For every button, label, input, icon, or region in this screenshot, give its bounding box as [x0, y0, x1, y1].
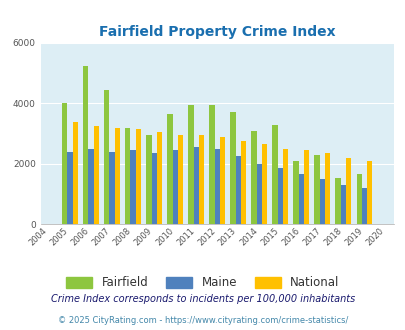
Bar	[193, 147, 198, 224]
Bar	[67, 152, 72, 224]
Bar	[324, 153, 329, 224]
Bar	[235, 156, 240, 224]
Bar	[151, 153, 156, 224]
Bar	[146, 135, 151, 224]
Title: Fairfield Property Crime Index: Fairfield Property Crime Index	[99, 25, 335, 39]
Legend: Fairfield, Maine, National: Fairfield, Maine, National	[62, 272, 343, 294]
Bar	[282, 149, 288, 224]
Bar	[314, 155, 319, 224]
Bar	[167, 114, 172, 224]
Bar	[104, 90, 109, 224]
Bar	[298, 175, 303, 224]
Bar	[188, 105, 193, 224]
Bar	[135, 129, 141, 224]
Bar	[72, 121, 78, 224]
Bar	[335, 178, 340, 224]
Bar	[230, 113, 235, 224]
Bar	[293, 161, 298, 224]
Bar	[345, 158, 350, 224]
Bar	[219, 137, 224, 224]
Bar	[209, 105, 214, 224]
Bar	[125, 128, 130, 224]
Bar	[319, 179, 324, 224]
Bar	[361, 188, 366, 224]
Bar	[94, 126, 99, 224]
Bar	[240, 141, 245, 224]
Bar	[62, 103, 67, 224]
Text: © 2025 CityRating.com - https://www.cityrating.com/crime-statistics/: © 2025 CityRating.com - https://www.city…	[58, 316, 347, 325]
Bar	[83, 66, 88, 224]
Bar	[256, 164, 261, 224]
Bar	[251, 131, 256, 224]
Bar	[366, 161, 371, 224]
Bar	[88, 149, 94, 224]
Bar	[198, 135, 204, 224]
Text: Crime Index corresponds to incidents per 100,000 inhabitants: Crime Index corresponds to incidents per…	[51, 294, 354, 304]
Bar	[115, 128, 119, 224]
Bar	[177, 135, 183, 224]
Bar	[277, 168, 282, 224]
Bar	[130, 150, 135, 224]
Bar	[272, 124, 277, 224]
Bar	[340, 185, 345, 224]
Bar	[109, 152, 115, 224]
Bar	[303, 150, 309, 224]
Bar	[156, 132, 162, 224]
Bar	[261, 144, 266, 224]
Bar	[214, 149, 219, 224]
Bar	[172, 150, 177, 224]
Bar	[356, 175, 361, 224]
